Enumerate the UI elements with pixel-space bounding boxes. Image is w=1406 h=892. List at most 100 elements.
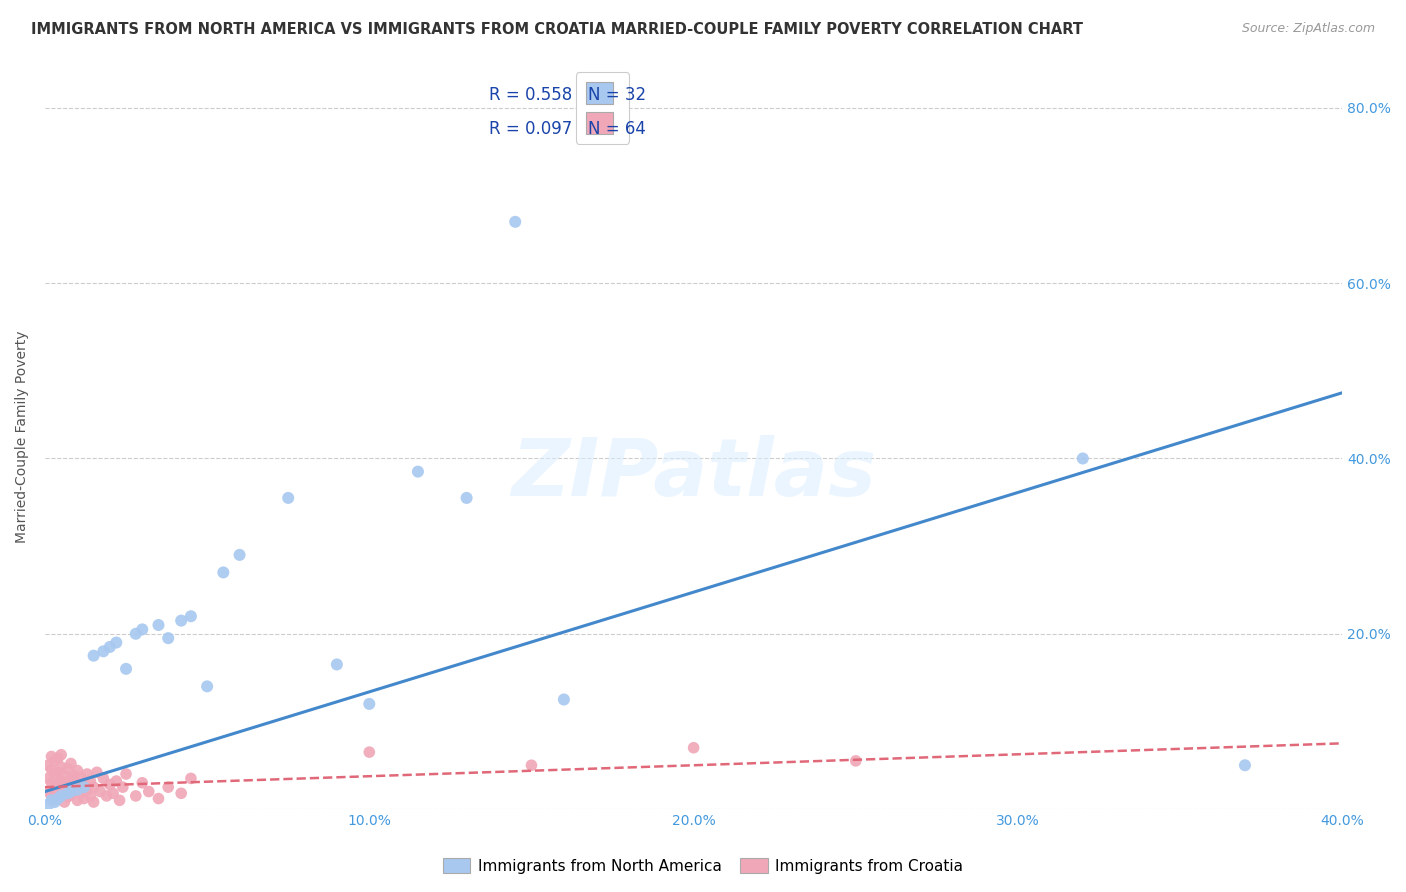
Point: [456, 491, 478, 505]
Point: [131, 623, 153, 637]
Point: [66, 782, 89, 797]
Point: [37, 758, 59, 772]
Point: [46, 791, 69, 805]
Point: [148, 618, 170, 632]
Point: [101, 786, 124, 800]
Point: [96, 789, 118, 803]
Point: [212, 566, 235, 580]
Point: [682, 740, 704, 755]
Point: [56, 786, 79, 800]
Text: R = 0.558   N = 32: R = 0.558 N = 32: [489, 87, 645, 104]
Point: [79, 789, 101, 803]
Point: [56, 776, 79, 790]
Point: [98, 640, 121, 654]
Point: [125, 789, 148, 803]
Point: [228, 548, 250, 562]
Point: [59, 756, 82, 771]
Point: [44, 767, 66, 781]
Point: [503, 215, 526, 229]
Point: [125, 627, 148, 641]
Point: [170, 786, 193, 800]
Point: [180, 772, 202, 786]
Point: [63, 769, 86, 783]
Point: [41, 789, 63, 803]
Point: [41, 763, 63, 777]
Point: [115, 662, 138, 676]
Point: [41, 776, 63, 790]
Point: [98, 778, 121, 792]
Point: [111, 780, 134, 794]
Point: [44, 754, 66, 768]
Point: [845, 754, 868, 768]
Point: [83, 795, 105, 809]
Point: [56, 762, 79, 776]
Point: [148, 791, 170, 805]
Point: [41, 793, 63, 807]
Point: [131, 776, 153, 790]
Point: [37, 772, 59, 786]
Point: [108, 793, 131, 807]
Point: [46, 791, 69, 805]
Point: [44, 780, 66, 794]
Point: [157, 780, 180, 794]
Point: [180, 609, 202, 624]
Point: [51, 786, 73, 800]
Point: [59, 788, 82, 802]
Point: [51, 789, 73, 803]
Point: [66, 779, 89, 793]
Point: [53, 795, 76, 809]
Point: [51, 760, 73, 774]
Point: [520, 758, 543, 772]
Point: [46, 765, 69, 780]
Point: [93, 644, 115, 658]
Text: IMMIGRANTS FROM NORTH AMERICA VS IMMIGRANTS FROM CROATIA MARRIED-COUPLE FAMILY P: IMMIGRANTS FROM NORTH AMERICA VS IMMIGRA…: [31, 22, 1083, 37]
Point: [79, 774, 101, 789]
Point: [86, 765, 108, 780]
Point: [76, 767, 98, 781]
Point: [157, 631, 180, 645]
Point: [76, 782, 98, 797]
Point: [105, 635, 128, 649]
Point: [51, 774, 73, 789]
Y-axis label: Married-Couple Family Poverty: Married-Couple Family Poverty: [15, 330, 30, 543]
Point: [66, 764, 89, 778]
Point: [44, 793, 66, 807]
Point: [59, 772, 82, 787]
Point: [105, 774, 128, 789]
Point: [69, 786, 91, 800]
Point: [89, 784, 111, 798]
Point: [46, 778, 69, 792]
Point: [37, 797, 59, 812]
Point: [69, 771, 91, 785]
Text: ZIPatlas: ZIPatlas: [512, 434, 876, 513]
Point: [406, 465, 429, 479]
Point: [170, 614, 193, 628]
Point: [1233, 758, 1256, 772]
Point: [53, 782, 76, 797]
Point: [359, 697, 381, 711]
Point: [359, 745, 381, 759]
Point: [44, 795, 66, 809]
Point: [93, 772, 115, 786]
Point: [59, 784, 82, 798]
Point: [277, 491, 299, 505]
Point: [46, 751, 69, 765]
Point: [138, 784, 160, 798]
Point: [1071, 451, 1094, 466]
Point: [195, 679, 218, 693]
Point: [326, 657, 349, 672]
Point: [41, 749, 63, 764]
Point: [83, 780, 105, 794]
Point: [56, 789, 79, 804]
Text: R = 0.097   N = 64: R = 0.097 N = 64: [489, 120, 645, 138]
Point: [63, 784, 86, 798]
Point: [53, 769, 76, 783]
Point: [66, 793, 89, 807]
Point: [73, 791, 96, 805]
Point: [51, 747, 73, 762]
Point: [115, 767, 138, 781]
Point: [83, 648, 105, 663]
Legend: , : ,: [576, 72, 630, 144]
Point: [73, 776, 96, 790]
Point: [553, 692, 575, 706]
